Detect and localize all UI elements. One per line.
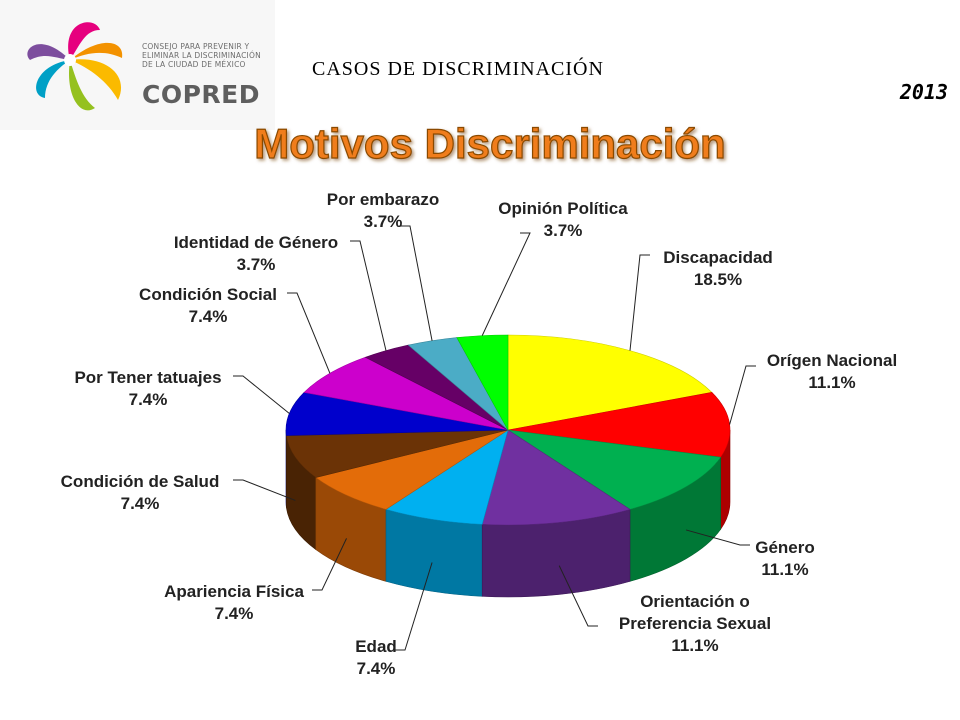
leader-line-origen-nacional [729,365,756,425]
pie-slice-por-tener-tatuajes [285,392,509,436]
leader-line-condicion-de-salud [233,479,296,501]
pie-slice-opinion-politica [456,334,509,432]
slice-label-opinion-politica: Opinión Política [498,199,628,218]
slice-value-origen-nacional: 11.1% [808,373,855,392]
slice-label-condicion-social: Condición Social [139,285,277,304]
logo-name: COPRED [142,80,261,109]
pie-slice-apariencia-fisica [315,429,509,510]
leader-line-por-embarazo [400,225,433,341]
header-period-year: 2013 [899,80,948,104]
slice-value-discapacidad: 18.5% [694,270,742,289]
slice-label-apariencia-fisica: Apariencia Física [164,582,304,601]
slice-label-genero: Género [755,538,815,557]
pie-slice-edad [385,429,509,525]
slice-label-discapacidad: Discapacidad [663,248,773,267]
header-period: 2013 [900,80,948,104]
logo-text: CONSEJO PARA PREVENIR Y ELIMINAR LA DISC… [142,42,261,69]
slice-value-por-embarazo: 3.7% [364,212,403,231]
slice-label-por-embarazo: Por embarazo [327,190,439,209]
logo-swirl-icon [27,22,123,111]
header-title-a: CASOS DE DISCRIMINACIÓN [312,58,604,80]
leader-line-genero [685,529,750,546]
header-title: CASOS DE DISCRIMINACIÓN [312,56,604,81]
leader-line-identidad-de-genero [350,240,387,351]
slice-value-condicion-de-salud: 7.4% [121,494,160,513]
chart-title: Motivos Discriminación [254,120,725,167]
slice-value-genero: 11.1% [761,560,808,579]
pie-slice-genero [507,429,722,510]
slice-label-orientacion-o-preferencia-sexual-1: Orientación o [640,592,750,611]
slice-value-opinion-politica: 3.7% [544,221,583,240]
slice-label-edad: Edad [355,637,397,656]
copred-logo: CONSEJO PARA PREVENIR Y ELIMINAR LA DISC… [0,0,275,130]
slice-label-por-tener-tatuajes: Por Tener tatuajes [74,368,221,387]
slice-value-orientacion-o-preferencia-sexual: 11.1% [671,636,718,655]
slice-label-condicion-de-salud: Condición de Salud [61,472,220,491]
pie-slice-condicion-social [303,356,509,431]
leader-line-orientacion-o-preferencia-sexual [558,565,598,627]
slice-value-por-tener-tatuajes: 7.4% [129,390,168,409]
leader-line-discapacidad [629,254,650,351]
leader-line-condicion-social [287,292,331,374]
slice-label-orientacion-o-preferencia-sexual-2: Preferencia Sexual [619,614,771,633]
pie-slice-origen-nacional [507,392,731,458]
slice-value-condicion-social: 7.4% [189,307,228,326]
pie-slice-orientacion-o-preferencia-sexual [481,429,631,526]
pie-slice-condicion-de-salud [286,429,509,478]
leader-line-edad [395,562,433,651]
slice-value-apariencia-fisica: 7.4% [215,604,254,623]
slice-label-origen-nacional: Orígen Nacional [767,351,897,370]
leader-line-apariencia-fisica [312,538,347,591]
pie-slice-discapacidad [507,334,713,431]
leader-line-opinion-politica [481,232,531,336]
leader-line-por-tener-tatuajes [233,375,290,414]
slice-label-identidad-de-genero: Identidad de Género [174,233,338,252]
slice-value-edad: 7.4% [357,659,396,678]
slice-value-identidad-de-genero: 3.7% [237,255,276,274]
